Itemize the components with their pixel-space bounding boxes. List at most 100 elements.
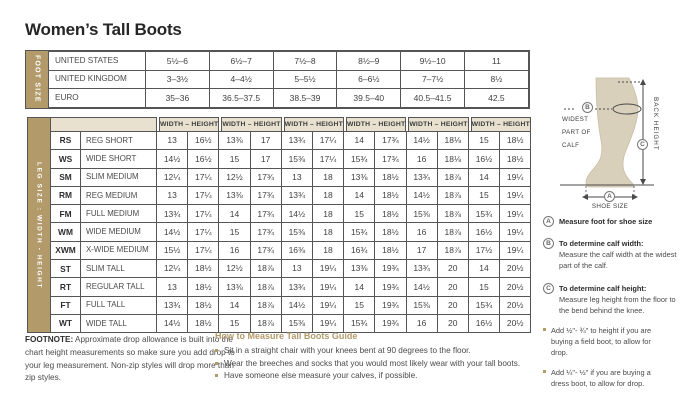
region-label: UNITED STATES bbox=[48, 51, 146, 71]
leg-size-cell: 17¼ bbox=[311, 130, 345, 151]
foot-size-row: UNITED STATES 5½–6 6½–7 7½–8 8½–9 9½–10 11 bbox=[48, 51, 529, 71]
leg-size-row: WS WIDE SHORT 14½ 16½ 15 17 15⅜ 17¼ 15¾ 17¾ 16 18⅛ 1… bbox=[50, 149, 532, 169]
leg-size-cell: 16 bbox=[218, 240, 251, 261]
bullet-icon bbox=[215, 349, 218, 352]
width-height-header: WIDTH – HEIGHT bbox=[159, 117, 220, 132]
leg-size-cell: 15¾ bbox=[467, 295, 501, 315]
widest-part-label: WIDEST PART OF CALF bbox=[562, 116, 591, 149]
leg-header-row: WIDTH – HEIGHT WIDTH – HEIGHT WIDTH – HEIG… bbox=[50, 117, 531, 132]
foot-size-cell: 6½–7 bbox=[208, 51, 274, 71]
leg-size-cell: 15¾ bbox=[343, 222, 376, 242]
leg-size-cell: 18⅛ bbox=[436, 149, 469, 169]
leg-size-cell: 18⅞ bbox=[249, 313, 282, 334]
leg-header-spacer bbox=[50, 117, 157, 132]
bullet-icon bbox=[543, 370, 546, 373]
leg-size-cell: 17½ bbox=[467, 240, 501, 261]
guide-bullet: Sit in a straight chair with your knees … bbox=[215, 345, 547, 358]
region-label: UNITED KINGDOM bbox=[48, 69, 146, 89]
leg-size-cell: 17¾ bbox=[249, 167, 282, 187]
leg-size-cell: 19¼ bbox=[311, 313, 345, 334]
leg-size-cell: 13¾ bbox=[155, 295, 189, 315]
size-code: ST bbox=[50, 259, 81, 279]
width-height-header: WIDTH – HEIGHT bbox=[345, 117, 407, 132]
foot-size-cell: 40.5–41.5 bbox=[400, 88, 465, 108]
note-a: A Measure foot for shoe size bbox=[543, 216, 680, 227]
note-a-title: Measure foot for shoe size bbox=[559, 217, 653, 226]
leg-size-cell: 12¼ bbox=[155, 167, 189, 187]
size-label: WIDE SHORT bbox=[80, 149, 157, 169]
foot-size-cell: 42.5 bbox=[463, 88, 529, 108]
size-label: FULL MEDIUM bbox=[80, 204, 157, 224]
note-c-title: To determine calf height: bbox=[559, 284, 647, 293]
note-b-title: To determine calf width: bbox=[559, 239, 644, 248]
width-height-header: WIDTH – HEIGHT bbox=[283, 117, 344, 132]
leg-size-cell: 13¾ bbox=[280, 130, 313, 151]
note-bullet: Add ½"- ¾" to height if you are buying a… bbox=[543, 325, 667, 358]
leg-size-cell: 14 bbox=[467, 259, 501, 279]
leg-size-cell: 13⅜ bbox=[343, 259, 376, 279]
foot-size-cell: 4–4½ bbox=[208, 69, 274, 89]
leg-size-cell: 18 bbox=[311, 240, 345, 261]
leg-size-cell: 20½ bbox=[499, 277, 532, 297]
size-label: SLIM TALL bbox=[80, 259, 157, 279]
width-height-header: WIDTH – HEIGHT bbox=[221, 117, 282, 132]
size-code: RM bbox=[50, 185, 81, 206]
leg-size-cell: 15¾ bbox=[467, 204, 501, 224]
leg-size-sidebar-label: LEG SIZE : WIDTH - HEIGHT bbox=[27, 117, 50, 334]
leg-size-cell: 18½ bbox=[374, 185, 407, 206]
note-b-marker: B bbox=[543, 238, 554, 249]
leg-size-cell: 14½ bbox=[405, 130, 438, 151]
leg-size-table: RS REG SHORT 13 16½ 13⅜ 17 13¾ 17¼ 14 17¾ 14½ 18⅛ 15… bbox=[50, 130, 532, 334]
point-c-marker: C bbox=[637, 139, 648, 150]
leg-size-cell: 15 bbox=[467, 185, 501, 206]
leg-size-cell: 18½ bbox=[187, 295, 220, 315]
leg-size-cell: 18 bbox=[311, 222, 345, 242]
leg-size-row: RM REG MEDIUM 13 17¼ 13⅜ 17¾ 13¾ 18 14 18½ 14½ 18⅞ 1… bbox=[50, 185, 532, 206]
leg-size-cell: 15½ bbox=[155, 240, 189, 261]
leg-size-cell: 17¼ bbox=[187, 185, 220, 206]
leg-size-cell: 18⅞ bbox=[436, 222, 469, 242]
leg-size-cell: 20 bbox=[436, 259, 469, 279]
foot-size-cell: 5–5½ bbox=[272, 69, 338, 89]
leg-size-cell: 14½ bbox=[155, 222, 189, 242]
leg-size-cell: 15 bbox=[218, 222, 251, 242]
leg-size-cell: 14 bbox=[343, 277, 376, 297]
leg-size-cell: 15 bbox=[343, 204, 376, 224]
leg-size-cell: 18½ bbox=[187, 313, 220, 334]
leg-size-cell: 19¼ bbox=[311, 295, 345, 315]
guide-bullet: Wear the breeches and socks that you wou… bbox=[215, 358, 547, 371]
leg-size-cell: 14½ bbox=[155, 149, 189, 169]
leg-size-row: FM FULL MEDIUM 13¾ 17¼ 14 17¾ 14½ 18 15 18½ 15⅜ 18⅞… bbox=[50, 204, 532, 224]
measure-guide: How to Measure Tall Boots Guide Sit in a… bbox=[215, 331, 547, 383]
note-c: C To determine calf height: Measure leg … bbox=[543, 283, 680, 316]
leg-size-cell: 16½ bbox=[467, 149, 501, 169]
leg-size-cell: 17¼ bbox=[311, 149, 345, 169]
point-b-marker: B bbox=[582, 102, 593, 113]
leg-size-cell: 16¾ bbox=[343, 240, 376, 261]
note-bullet-text: Add ¼"- ½" if you are buying a dress boo… bbox=[551, 368, 651, 388]
bullet-icon bbox=[543, 328, 546, 331]
leg-size-cell: 13¾ bbox=[405, 167, 438, 187]
leg-size-cell: 18½ bbox=[374, 240, 407, 261]
size-label: X-WIDE MEDIUM bbox=[80, 240, 157, 261]
leg-size-cell: 18½ bbox=[374, 204, 407, 224]
foot-size-cell: 39.5–40 bbox=[336, 88, 402, 108]
size-code: FT bbox=[50, 295, 81, 315]
size-code: FM bbox=[50, 204, 81, 224]
leg-size-cell: 16½ bbox=[187, 130, 220, 151]
leg-size-row: FT FULL TALL 13¾ 18½ 14 18⅞ 14½ 19¼ 15 19¾ 15⅜ 20 15… bbox=[50, 295, 532, 315]
leg-size-cell: 18⅞ bbox=[436, 185, 469, 206]
region-label: EURO bbox=[48, 88, 146, 108]
leg-size-cell: 18⅞ bbox=[436, 204, 469, 224]
guide-bullet: Have someone else measure your calves, i… bbox=[215, 370, 547, 383]
size-label: FULL TALL bbox=[80, 295, 157, 315]
leg-size-cell: 13 bbox=[280, 259, 313, 279]
leg-size-cell: 19¼ bbox=[311, 277, 345, 297]
leg-size-cell: 20½ bbox=[499, 313, 532, 334]
size-code: WT bbox=[50, 313, 81, 334]
leg-size-cell: 20 bbox=[436, 277, 469, 297]
leg-size-cell: 13 bbox=[155, 130, 189, 151]
foot-size-table: UNITED STATES 5½–6 6½–7 7½–8 8½–9 9½–10 11 UNIT… bbox=[48, 51, 529, 108]
calf-width-ellipse bbox=[612, 103, 642, 115]
leg-size-cell: 13¾ bbox=[280, 277, 313, 297]
